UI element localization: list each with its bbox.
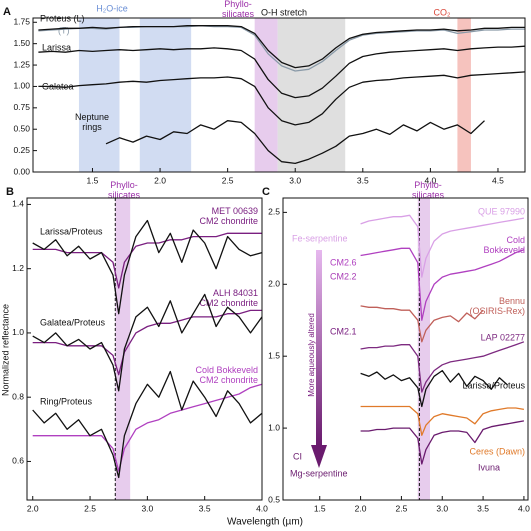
y-tick-label: 1.0 (268, 422, 280, 432)
spectrum-line (360, 369, 509, 408)
series-label: Cold Bokkeveld CM2 chondrite (195, 365, 258, 385)
x-tick-label: 3.5 (357, 175, 369, 185)
spectrum-line (360, 305, 484, 343)
x-tick-label: 2.5 (222, 175, 234, 185)
y-tick-label: 1.4 (12, 199, 24, 209)
x-tick-label: 3.0 (289, 175, 301, 185)
annotation: CM2.1 (330, 326, 357, 336)
x-tick-label: 4.0 (256, 503, 268, 513)
series-label: ALH 84031 CM2 chondrite (199, 288, 258, 308)
annotation: CI (293, 451, 302, 461)
x-tick-label: 3.0 (141, 503, 153, 513)
spectrum-line (360, 420, 525, 465)
x-tick-label: 2.0 (355, 503, 367, 513)
band (78, 18, 120, 172)
band (139, 18, 192, 172)
y-tick-label: 0.50 (13, 123, 30, 133)
x-tick-label: 2.0 (154, 175, 166, 185)
series-label: Ceres (Dawn) (469, 446, 525, 456)
band-label: Phyllo-silicates (108, 180, 141, 200)
spectrum-line (38, 25, 525, 69)
y-tick-label: 1.50 (13, 38, 30, 48)
series-label: Bennu (OSIRIS-Rex) (469, 296, 525, 316)
y-tick-label: 0.8 (12, 391, 24, 401)
y-tick-label: 1.00 (13, 81, 30, 91)
band (115, 198, 131, 500)
spectrum-line (360, 214, 525, 278)
gradient-arrow-shaft (316, 250, 322, 445)
x-tick-label: 3.5 (477, 503, 489, 513)
spectrum-line (105, 120, 485, 165)
band-label: CO₂ (434, 7, 452, 17)
x-tick-label: 1.5 (314, 503, 326, 513)
band-label: Phyllo-silicates (412, 180, 445, 200)
band (457, 18, 471, 172)
plot-frame (26, 197, 263, 501)
band-label: H₂O-ice (96, 3, 128, 13)
series-label: Larissa (42, 42, 71, 52)
gradient-arrow-head (311, 445, 327, 468)
y-tick-label: 1.0 (12, 327, 24, 337)
series-label: LAP 02277 (481, 332, 525, 342)
spectrum-line (360, 247, 525, 321)
y-tick-label: 0.25 (13, 145, 30, 155)
plot-frame (282, 197, 529, 501)
x-tick-label: 4.5 (492, 175, 504, 185)
y-axis-label: Normalized reflectance (0, 304, 10, 396)
spectrum-line (38, 45, 526, 99)
panel-label: C (262, 186, 270, 198)
y-tick-label: 1.75 (13, 17, 30, 27)
panel-label: B (6, 186, 14, 198)
band-label: Phyllo-silicates (222, 0, 255, 19)
series-label: Ring/Proteus (40, 396, 93, 406)
y-tick-label: 1.2 (12, 263, 24, 273)
x-axis-label: Wavelength (µm) (227, 517, 303, 528)
x-tick-label: 4.0 (518, 503, 530, 513)
spectrum-line (360, 341, 525, 393)
x-tick-label: 4.0 (424, 175, 436, 185)
x-tick-label: 1.5 (87, 175, 99, 185)
x-tick-label: 3.0 (436, 503, 448, 513)
series-label: Ivuna (478, 462, 500, 472)
series-label: (T) (58, 25, 70, 35)
y-tick-label: 1.5 (268, 350, 280, 360)
annotation: CM2.6 (330, 257, 357, 267)
spectrum-line (32, 309, 262, 376)
y-tick-label: 0.6 (12, 456, 24, 466)
spectrum-line (32, 219, 263, 315)
series-label: MET 00639 CM2 chondrite (199, 206, 258, 226)
series-label: QUE 97990 (478, 206, 525, 216)
spectrum-line (38, 71, 526, 126)
series-label: Galatea (42, 81, 74, 91)
y-tick-label: 0.5 (268, 494, 280, 504)
series-label: Neptune rings (75, 112, 109, 132)
y-tick-label: 2.0 (268, 279, 280, 289)
series-label: Galatea/Proteus (40, 317, 106, 327)
spectrum-line (32, 293, 263, 392)
plot-frame (32, 17, 526, 173)
series-label: Cold Bokkeveld (483, 235, 525, 255)
panel-label: A (3, 6, 11, 18)
annotation: Mg-serpentine (290, 468, 348, 478)
x-tick-label: 3.5 (199, 503, 211, 513)
annotation: Fe-serpentine (292, 233, 348, 243)
spectrum-line (32, 370, 263, 479)
spectrum-line (32, 232, 262, 289)
annotation: CM2.2 (330, 271, 357, 281)
y-tick-label: 0.75 (13, 102, 30, 112)
y-tick-label: 0.00 (13, 166, 30, 176)
spectrum-line (360, 405, 525, 436)
x-tick-label: 2.5 (396, 503, 408, 513)
y-tick-label: 2.5 (268, 207, 280, 217)
series-label: Larissa/Proteus (462, 380, 525, 390)
band-label: O-H stretch (261, 7, 307, 17)
spectrum-line (32, 383, 263, 472)
y-tick-label: 1.25 (13, 59, 30, 69)
x-tick-label: 2.5 (84, 503, 96, 513)
annotation: More aqueously altered (307, 313, 316, 397)
x-tick-label: 2.0 (27, 503, 39, 513)
series-label: Larissa/Proteus (40, 226, 103, 236)
